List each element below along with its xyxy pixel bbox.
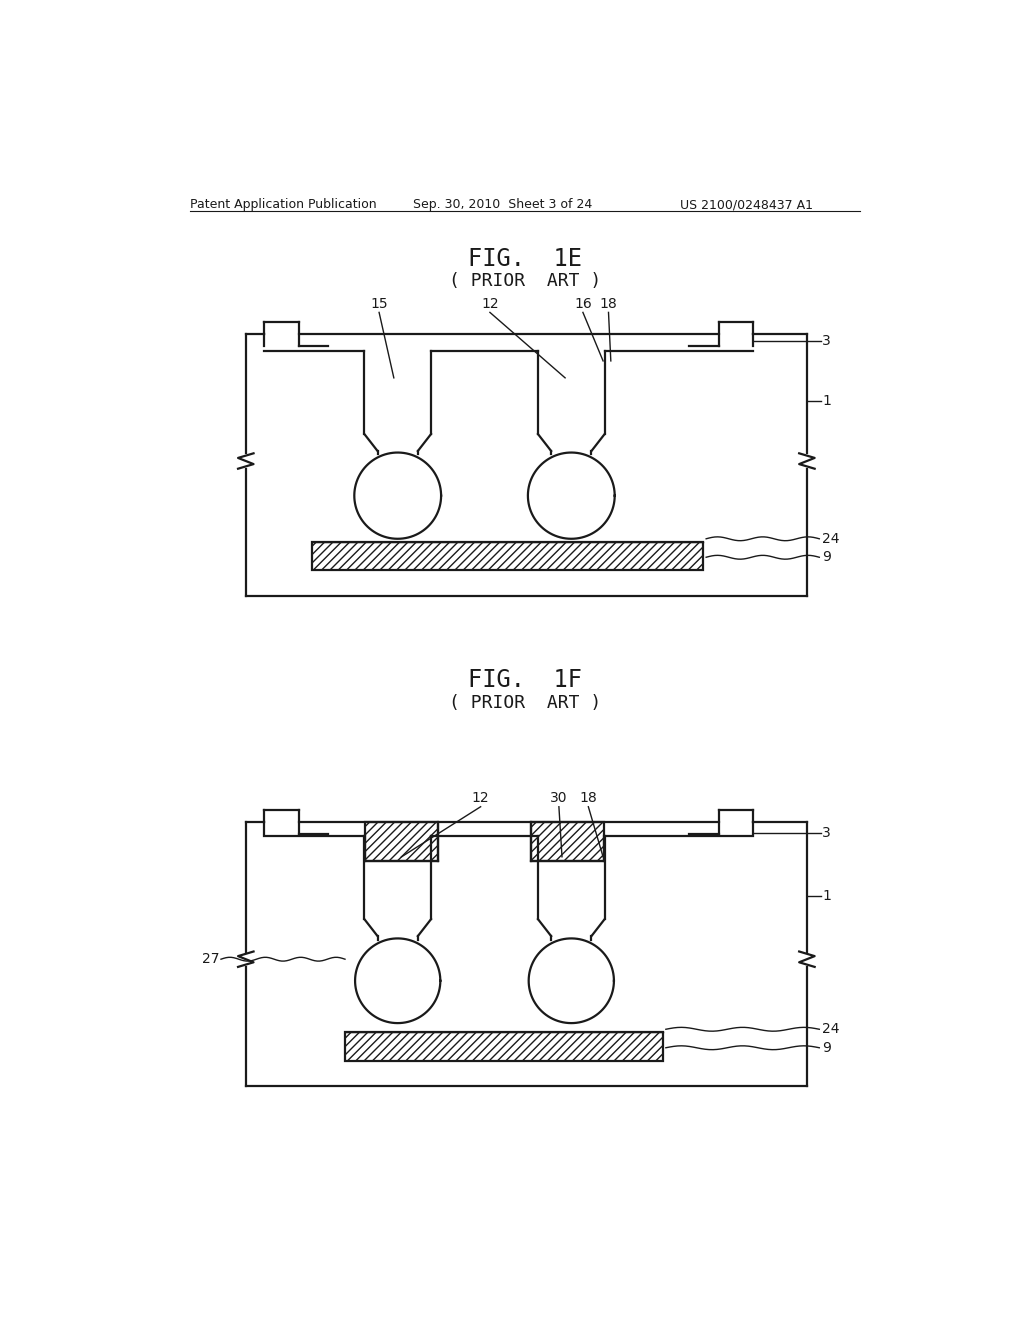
Text: FIG.  1F: FIG. 1F xyxy=(468,668,582,692)
Text: 16: 16 xyxy=(574,297,592,312)
Text: ( PRIOR  ART ): ( PRIOR ART ) xyxy=(449,272,601,290)
Text: Sep. 30, 2010  Sheet 3 of 24: Sep. 30, 2010 Sheet 3 of 24 xyxy=(414,198,593,211)
Text: 15: 15 xyxy=(371,297,388,312)
Text: 12: 12 xyxy=(481,297,499,312)
Text: 9: 9 xyxy=(822,550,831,564)
Text: 18: 18 xyxy=(600,297,617,312)
Text: 12: 12 xyxy=(472,791,489,805)
Bar xyxy=(312,543,703,570)
Text: 9: 9 xyxy=(822,1040,831,1055)
Bar xyxy=(345,1032,663,1061)
Text: 24: 24 xyxy=(822,532,840,545)
Bar xyxy=(531,822,604,861)
Text: 27: 27 xyxy=(202,952,219,966)
Text: ( PRIOR  ART ): ( PRIOR ART ) xyxy=(449,693,601,711)
Text: 18: 18 xyxy=(580,791,597,805)
Text: 30: 30 xyxy=(550,791,567,805)
Text: 24: 24 xyxy=(822,1022,840,1036)
Text: 3: 3 xyxy=(822,826,831,840)
Text: FIG.  1E: FIG. 1E xyxy=(468,247,582,271)
Bar xyxy=(366,822,438,861)
Text: 1: 1 xyxy=(822,393,831,408)
Text: 3: 3 xyxy=(822,334,831,348)
Text: Patent Application Publication: Patent Application Publication xyxy=(190,198,377,211)
Text: 1: 1 xyxy=(822,890,831,903)
Text: US 2100/0248437 A1: US 2100/0248437 A1 xyxy=(680,198,813,211)
